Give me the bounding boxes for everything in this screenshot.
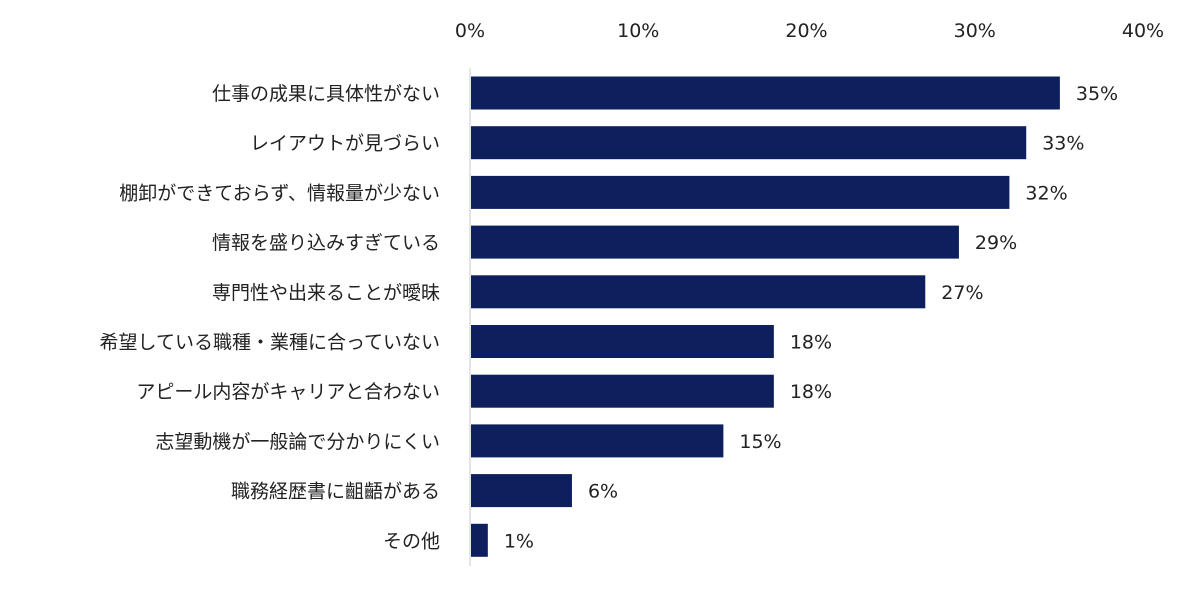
category-label: その他 [383, 530, 440, 552]
category-label: 専門性や出来ることが曖昧 [212, 282, 440, 304]
data-label: 29% [975, 232, 1017, 254]
bar [471, 76, 1060, 110]
data-label: 35% [1076, 83, 1118, 105]
bar [471, 175, 1010, 209]
x-tick-label: 0% [455, 20, 485, 42]
data-label: 27% [941, 282, 983, 304]
x-axis-ticks: 0% 10% 20% 30% 40% [455, 20, 1164, 42]
x-tick-label: 40% [1122, 20, 1164, 42]
bar [471, 474, 572, 508]
category-label: レイアウトが見づらい [250, 133, 440, 155]
bar [471, 374, 774, 408]
data-label: 18% [790, 332, 832, 354]
category-label: 職務経歴書に齟齬がある [231, 481, 440, 503]
bar [471, 523, 488, 557]
bar [471, 275, 926, 309]
category-labels: 仕事の成果に具体性がないレイアウトが見づらい棚卸ができておらず、情報量が少ない情… [100, 83, 440, 552]
data-label: 1% [504, 530, 534, 552]
data-label: 33% [1042, 133, 1084, 155]
x-tick-label: 10% [617, 20, 659, 42]
category-label: 情報を盛り込みすぎている [212, 232, 440, 254]
bars-group [471, 76, 1060, 557]
bar [471, 126, 1027, 160]
bar [471, 225, 959, 259]
data-label: 18% [790, 381, 832, 403]
data-label: 6% [588, 481, 618, 503]
data-label: 15% [739, 431, 781, 453]
category-label: 仕事の成果に具体性がない [212, 83, 440, 105]
category-label: アピール内容がキャリアと合わない [136, 381, 440, 403]
bar [471, 424, 724, 458]
data-label: 32% [1025, 182, 1067, 204]
category-label: 希望している職種・業種に合っていない [100, 332, 440, 354]
bar [471, 325, 774, 358]
x-tick-label: 20% [785, 20, 827, 42]
category-label: 棚卸ができておらず、情報量が少ない [119, 182, 440, 204]
category-label: 志望動機が一般論で分かりにくい [155, 431, 440, 453]
value-labels: 35% 33% 32% 29% 27% 18% 18% 15% 6% 1% [504, 83, 1118, 552]
x-tick-label: 30% [954, 20, 996, 42]
